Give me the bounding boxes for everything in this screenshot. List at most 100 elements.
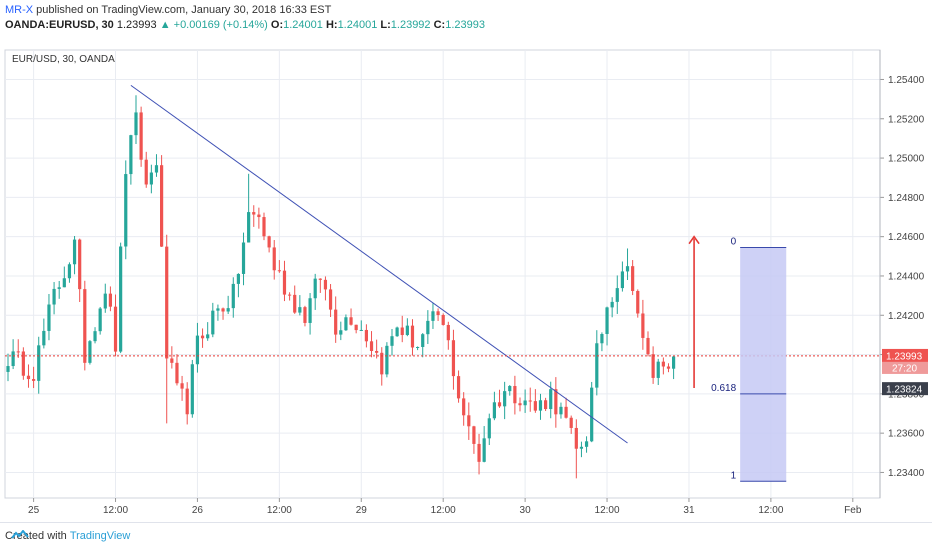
candle-body [226, 308, 230, 312]
candle-body [538, 400, 543, 411]
candle-body [600, 334, 604, 344]
candle-body [492, 402, 496, 419]
candle-body [262, 217, 266, 237]
candle-body [16, 351, 20, 353]
candle-body [400, 327, 404, 336]
candle-body [241, 242, 246, 274]
candle-body [21, 351, 25, 376]
trendline[interactable] [130, 84, 628, 444]
candle-body [247, 212, 251, 243]
low-value: 1.23992 [390, 19, 431, 31]
candle-body [252, 212, 256, 215]
candle-body [451, 340, 456, 377]
candle-body [354, 324, 358, 331]
candle-body [518, 403, 522, 406]
candle-body [559, 406, 563, 415]
candle-body [631, 266, 635, 291]
candle-body [211, 310, 215, 335]
candle-body [190, 364, 194, 415]
candle-body [554, 389, 558, 415]
y-tick-label: 1.25400 [888, 75, 925, 86]
fib-level-label: 1 [731, 470, 737, 481]
fib-zone[interactable] [740, 247, 787, 482]
candle-body [508, 386, 512, 392]
candle-body [436, 311, 440, 316]
candle-body [390, 336, 394, 346]
candle-body [231, 283, 235, 309]
candle-body [52, 288, 56, 305]
candle-body [523, 400, 527, 406]
candle-body [579, 446, 584, 449]
candle-body [221, 308, 225, 312]
candle-body [364, 329, 368, 342]
tradingview-brand[interactable]: TradingView [69, 530, 131, 542]
candle-body [472, 426, 476, 444]
candle-body [67, 264, 72, 279]
candle-body [380, 352, 384, 375]
up-arrow-head[interactable] [688, 235, 700, 245]
y-tick-label: 1.25200 [888, 114, 925, 125]
candle-body [293, 294, 297, 313]
candle-body [185, 388, 189, 415]
x-tick-label: 12:00 [103, 505, 128, 516]
candle-body [482, 438, 486, 462]
y-tick-label: 1.23400 [888, 468, 925, 479]
candle-body [595, 343, 599, 388]
candle-body [359, 329, 363, 331]
candle-body [119, 246, 123, 352]
y-tick-label: 1.24800 [888, 193, 925, 204]
header-bar: MR-X published on TradingView.com, Janua… [0, 0, 932, 42]
candle-body [160, 165, 164, 247]
candle-body [446, 324, 450, 341]
price-chart[interactable]: 1.25400 1.25200 1.25000 1.24800 1.24600 1.244… [0, 42, 932, 522]
candle-body [282, 270, 287, 295]
candle-body [175, 362, 179, 384]
created-with: Created with TradingView [5, 530, 130, 542]
candle-body [308, 298, 312, 323]
candle-body [42, 330, 46, 346]
candle-body [344, 317, 348, 331]
candle-body [144, 159, 148, 185]
candle-body [620, 271, 624, 289]
candle-body [416, 346, 420, 348]
candle-body [487, 418, 491, 439]
candle-body [257, 214, 261, 218]
candle-body [584, 441, 589, 447]
close-value: 1.23993 [445, 19, 485, 31]
ohlc-line: OANDA:EURUSD, 30 1.23993 ▲ +0.00169 (+0.… [5, 19, 485, 31]
candle-body [149, 172, 153, 185]
candle-body [93, 331, 97, 342]
symbol-label: OANDA:EURUSD, 30 [5, 19, 114, 31]
candle-body [544, 400, 548, 410]
countdown-badge-text: 27:20 [892, 363, 917, 374]
candle-body [405, 325, 409, 336]
candle-body [467, 415, 471, 427]
candle-body [528, 400, 532, 402]
candle-body [462, 398, 466, 416]
candle-body [236, 273, 240, 284]
candle-body [88, 341, 92, 363]
candle-body [195, 335, 200, 365]
candle-body [124, 174, 128, 247]
candle-body [298, 307, 302, 313]
marker-price-badge-text: 1.23824 [886, 385, 923, 396]
candle-body [610, 301, 614, 308]
last-price: 1.23993 [116, 19, 157, 31]
candle-body [32, 379, 36, 381]
candle-body [83, 289, 87, 363]
candle-body [513, 386, 517, 404]
candle-body [6, 366, 10, 372]
author-link[interactable]: MR-X [5, 4, 34, 16]
low-label: L: [380, 19, 391, 31]
candle-body [477, 443, 481, 462]
candle-body [78, 239, 82, 290]
candle-body [672, 356, 676, 369]
candle-body [113, 306, 118, 352]
chart-area[interactable]: 1.25400 1.25200 1.25000 1.24800 1.24600 1.244… [0, 42, 932, 522]
candle-body [426, 320, 430, 335]
last-price-badge [882, 348, 928, 362]
publish-line: MR-X published on TradingView.com, Janua… [5, 4, 331, 16]
candle-body [646, 337, 650, 355]
y-tick-label: 1.24400 [888, 271, 925, 282]
candle-body [47, 304, 51, 331]
